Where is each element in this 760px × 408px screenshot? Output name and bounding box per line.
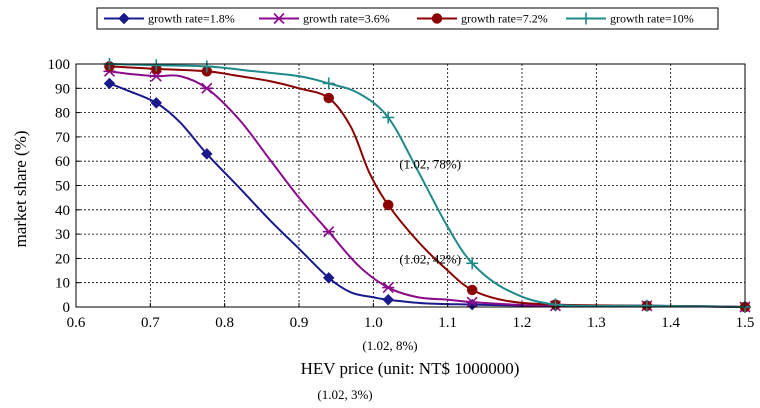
legend-box	[96, 7, 719, 30]
series-4-point-6	[466, 257, 479, 270]
series-1-point-6	[466, 298, 479, 311]
x-tick-label-0-9: 0.9	[290, 315, 309, 331]
legend-label-growth-rate-3-6: growth rate=3.6%	[303, 12, 390, 26]
series-growth-rate-10	[103, 58, 751, 313]
series-4-point-7	[549, 298, 562, 311]
series-3-point-6	[466, 284, 478, 296]
x-tick-label-0-7: 0.7	[141, 315, 160, 331]
series-3-point-4	[323, 92, 334, 104]
series-4-point-5	[382, 111, 395, 124]
legend-marker-growth-rate-10	[580, 12, 592, 25]
legend-entry-growth-rate-1-8: growth rate=1.8%	[104, 12, 235, 26]
series-1-point-2	[150, 97, 163, 109]
legend-marker-growth-rate-1-8	[118, 12, 130, 25]
y-tick-label-60: 60	[55, 154, 70, 170]
series-layer	[103, 58, 751, 313]
x-tick-label-1-5: 1.5	[736, 315, 755, 331]
series-1-point-5	[382, 293, 395, 306]
series-growth-rate-1-8	[103, 77, 751, 313]
x-tick-label-1-4: 1.4	[661, 315, 680, 331]
series-1-point-4	[322, 271, 335, 284]
x-tick-label-0-8: 0.8	[215, 315, 234, 331]
legend-label-growth-rate-10: growth rate=10%	[610, 12, 694, 26]
y-tick-label-90: 90	[55, 81, 70, 97]
annotation-1-02-42: (1.02, 42%)	[399, 251, 461, 266]
legend-marker-growth-rate-7-2	[431, 13, 443, 24]
tick-labels: 0.6 0.7 0.8 0.9 1.0 1.1 1.2 1.3 1.4 1.5 0 10 20 30 40 5…	[48, 57, 755, 331]
x-tick-label-1-3: 1.3	[587, 315, 606, 331]
y-axis-label: market share (%)	[11, 130, 30, 247]
legend-marker-growth-rate-3-6	[273, 12, 285, 25]
annotation-1-02-8: (1.02, 8%)	[362, 338, 417, 353]
y-tick-label-80: 80	[55, 106, 70, 122]
y-tick-label-70: 70	[55, 130, 70, 146]
grid	[76, 64, 745, 307]
series-2-point-3	[200, 82, 213, 94]
legend-entry-growth-rate-3-6: growth rate=3.6%	[259, 12, 390, 26]
legend-entry-growth-rate-7-2: growth rate=7.2%	[417, 12, 548, 26]
annotations: (1.02, 78%) (1.02, 42%)	[399, 156, 461, 266]
series-1-point-3	[200, 148, 213, 160]
annotation-1-02-3: (1.02, 3%)	[317, 387, 372, 402]
y-tick-label-20: 20	[55, 251, 70, 267]
series-2-point-6	[466, 296, 479, 308]
series-4-point-4	[322, 77, 335, 90]
series-line-growth-rate-7-2	[109, 65, 746, 308]
series-1-point-1	[103, 77, 116, 90]
series-4-point-8	[640, 299, 653, 312]
x-tick-label-1-1: 1.1	[438, 315, 457, 331]
legend-entry-growth-rate-10: growth rate=10%	[566, 12, 694, 26]
series-4-point-3	[200, 60, 213, 73]
x-tick-label-1-0: 1.0	[364, 315, 383, 331]
series-line-growth-rate-1-8	[109, 82, 746, 308]
y-tick-label-10: 10	[55, 276, 70, 292]
series-line-growth-rate-3-6	[109, 70, 746, 308]
legend-label-growth-rate-1-8: growth rate=1.8%	[148, 12, 235, 26]
series-3-point-5	[382, 199, 394, 211]
y-tick-label-100: 100	[48, 57, 71, 73]
series-2-point-4	[322, 226, 335, 238]
x-tick-label-1-2: 1.2	[513, 315, 532, 331]
y-tick-label-40: 40	[55, 203, 70, 219]
x-tick-label-0-6: 0.6	[67, 315, 86, 331]
series-4-point-2	[150, 59, 163, 72]
legend-label-growth-rate-7-2: growth rate=7.2%	[461, 12, 548, 26]
y-tick-label-0: 0	[63, 300, 71, 316]
y-tick-label-30: 30	[55, 227, 70, 243]
series-2-point-5	[382, 281, 395, 294]
y-tick-label-50: 50	[55, 179, 70, 195]
legend: growth rate=1.8% growth rate=3.6% growth r…	[96, 7, 719, 30]
x-axis-label: HEV price (unit: NT$ 1000000)	[301, 359, 520, 378]
annotation-1-02-78: (1.02, 78%)	[399, 156, 461, 171]
